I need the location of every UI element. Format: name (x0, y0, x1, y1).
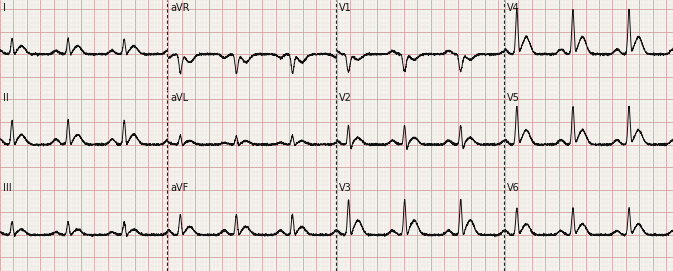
Text: aVR: aVR (171, 3, 190, 13)
Text: V3: V3 (339, 183, 352, 193)
Text: V5: V5 (507, 93, 520, 103)
Text: V1: V1 (339, 3, 352, 13)
Text: V2: V2 (339, 93, 352, 103)
Text: III: III (3, 183, 11, 193)
Text: V4: V4 (507, 3, 520, 13)
Text: aVF: aVF (171, 183, 189, 193)
Text: I: I (3, 3, 5, 13)
Text: aVL: aVL (171, 93, 189, 103)
Text: II: II (3, 93, 8, 103)
Text: V6: V6 (507, 183, 520, 193)
